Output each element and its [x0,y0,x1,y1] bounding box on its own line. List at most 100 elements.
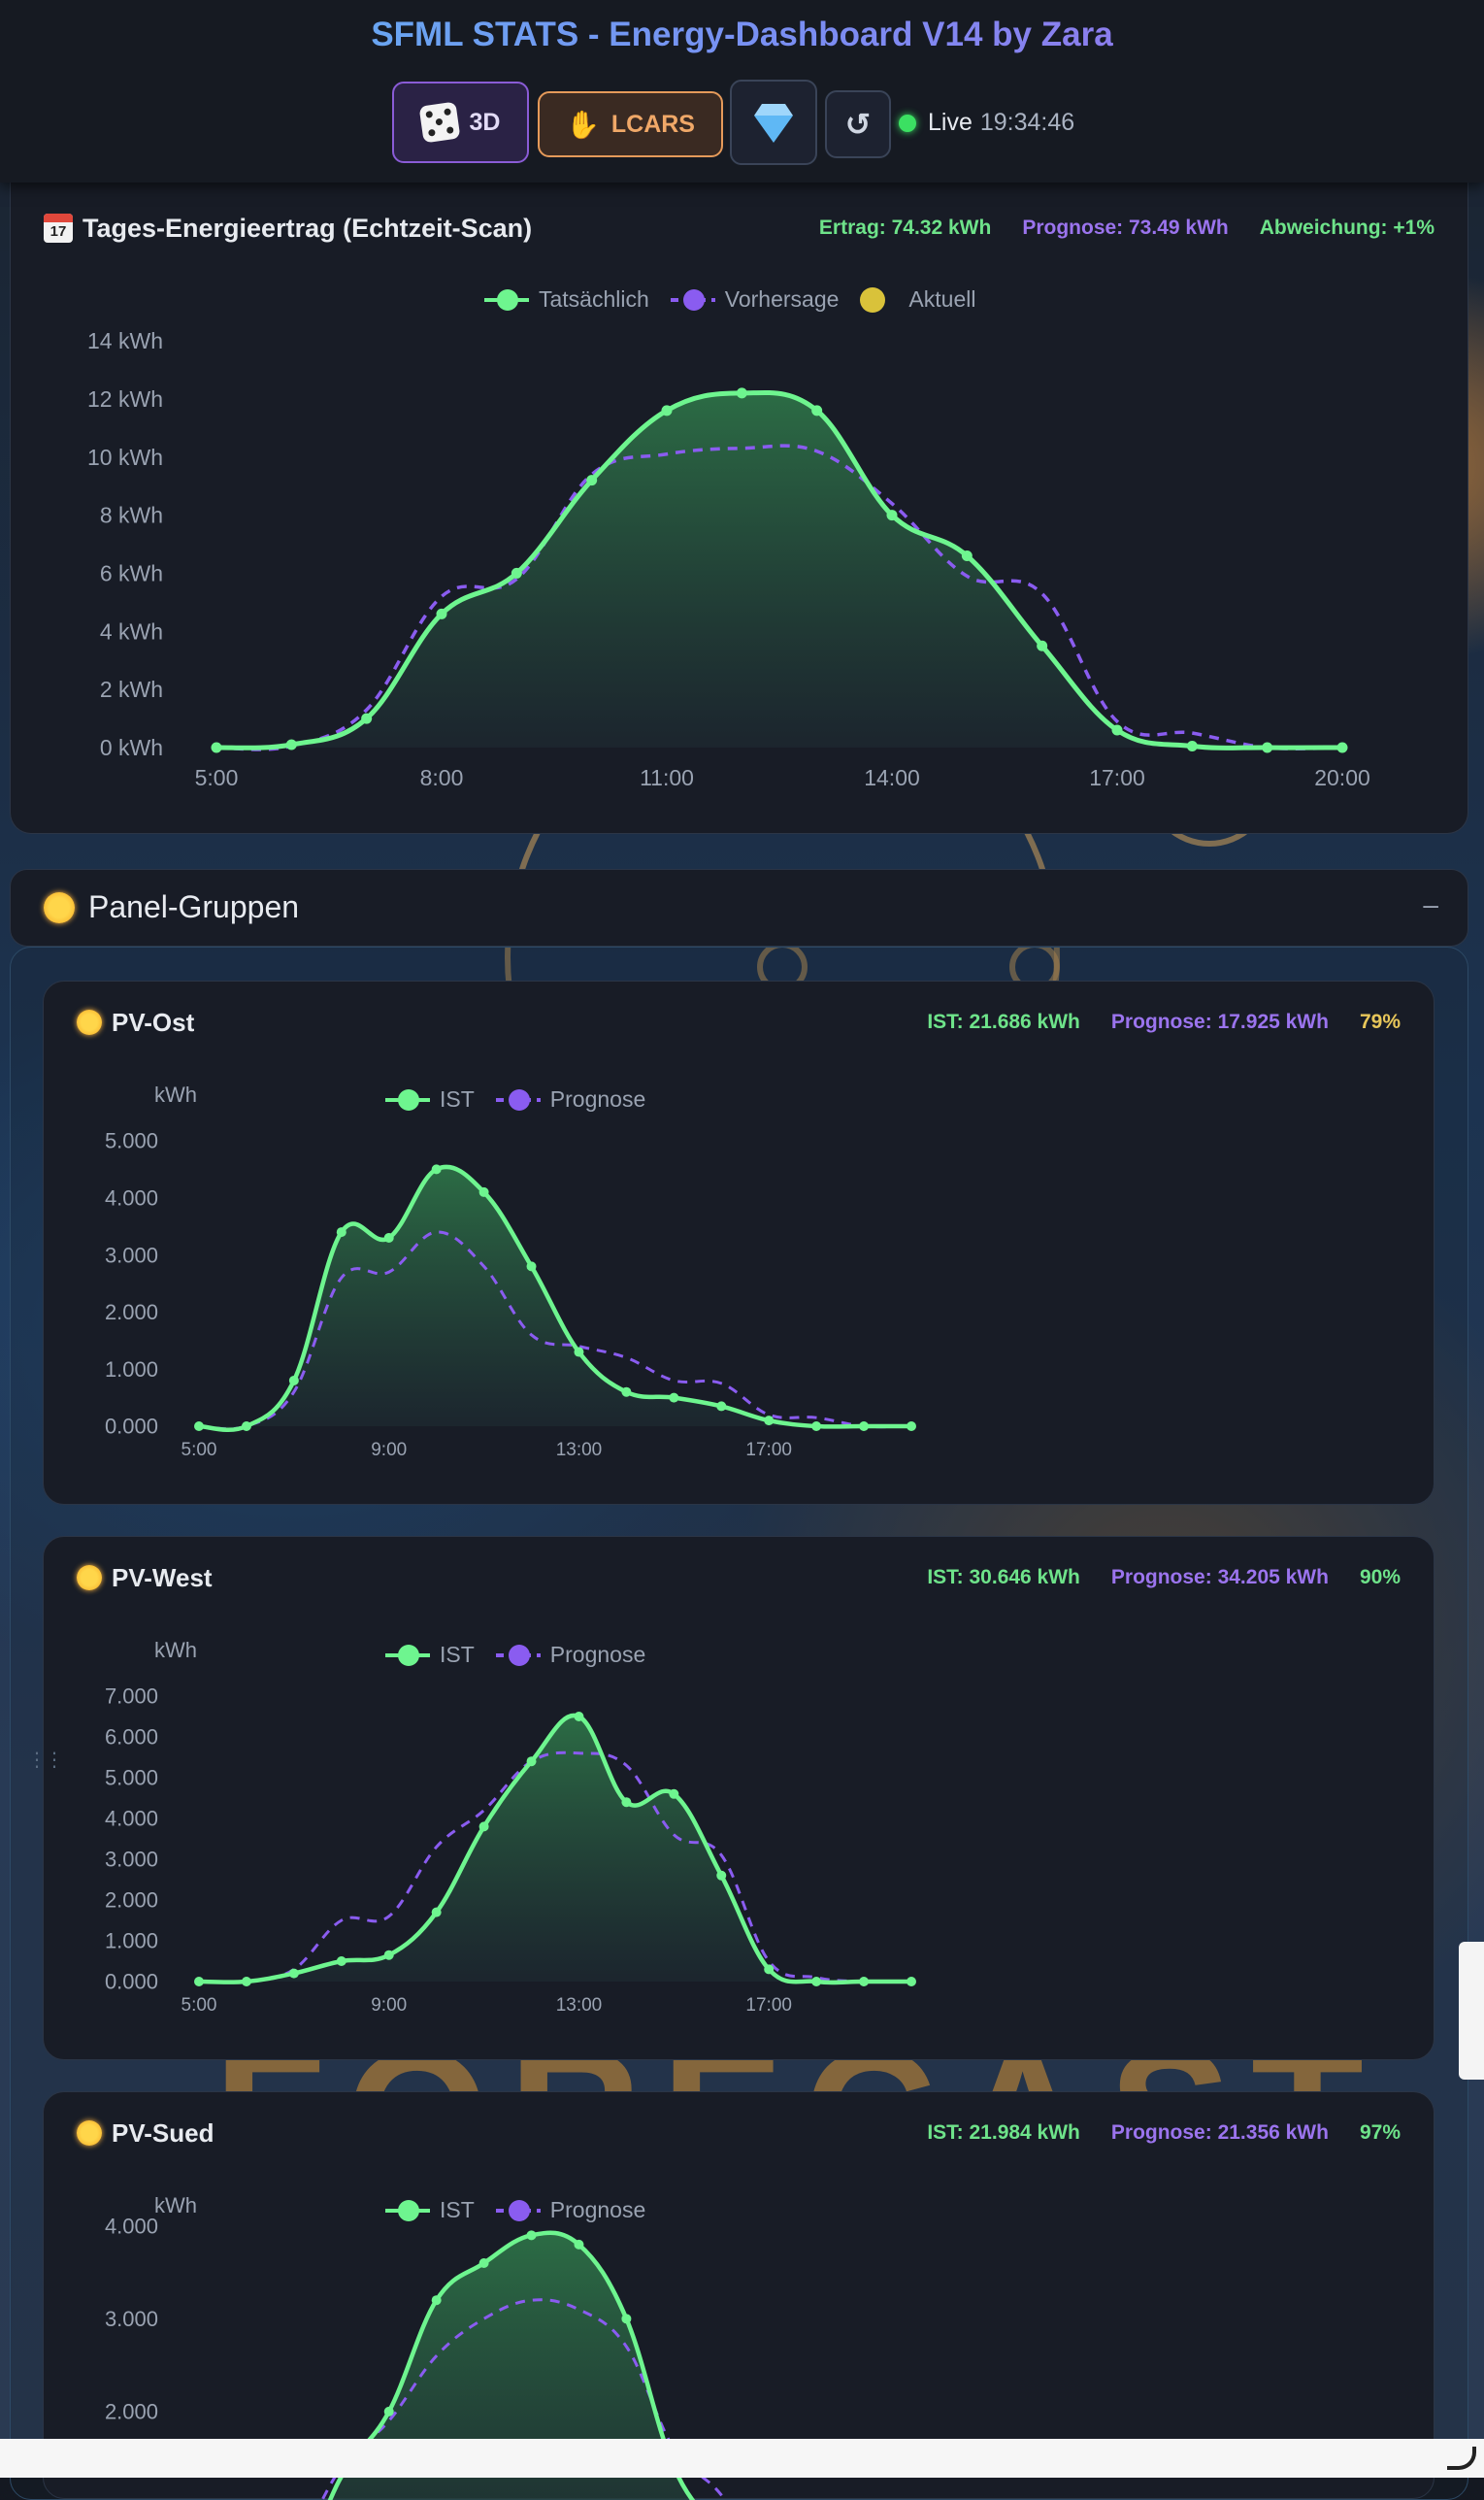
actual-data-point[interactable] [907,1421,916,1431]
3d-mode-button[interactable]: 3D [392,82,529,163]
actual-data-point[interactable] [383,2406,394,2417]
sun-icon [77,2120,102,2146]
legend-prognose-label: Prognose [549,1086,646,1112]
y-tick-label: 2.000 [105,1888,158,1913]
daily-energy-chart: 0 kWh 2 kWh 4 kWh 6 kWh 8 kWh 10 kWh 12 kWh 14 … [87,328,1370,790]
actual-data-point[interactable] [431,2295,442,2306]
actual-data-point[interactable] [669,1392,679,1403]
legend-item-prognose[interactable]: Prognose [495,1086,646,1113]
actual-data-point[interactable] [574,2239,584,2250]
actual-data-point[interactable] [1037,640,1048,651]
legend-item-ist[interactable]: IST [385,1086,475,1113]
actual-data-point[interactable] [361,713,373,724]
y-tick-label: 3.000 [105,1848,158,1872]
actual-data-point[interactable] [478,1186,489,1197]
actual-data-point[interactable] [1336,742,1348,753]
actual-data-point[interactable] [859,1977,870,1986]
y-tick-label: 4 kWh [100,618,163,644]
actual-data-point[interactable] [1186,741,1198,752]
actual-data-point[interactable] [574,1347,584,1357]
legend-item-prognose[interactable]: Prognose [495,2197,645,2223]
actual-data-point[interactable] [621,2314,632,2324]
actual-data-point[interactable] [194,1977,204,1986]
actual-data-point[interactable] [194,1421,204,1431]
actual-data-point[interactable] [907,1977,916,1986]
actual-data-point[interactable] [716,1870,727,1881]
lcars-mode-button[interactable]: ✋ LCARS [538,91,723,157]
legend-item-current[interactable]: Aktuell [860,286,975,313]
actual-data-point[interactable] [211,742,222,753]
actual-data-point[interactable] [736,387,747,399]
actual-data-point[interactable] [886,510,898,521]
actual-data-point[interactable] [431,1907,442,1917]
actual-data-point[interactable] [764,1964,775,1975]
ertrag-stat: Ertrag: 74.32 kWh [818,217,992,239]
actual-data-point[interactable] [431,1164,442,1175]
gem-icon [754,116,793,143]
actual-data-point[interactable] [336,1227,346,1238]
legend-item-prognose[interactable]: Prognose [495,1642,645,1668]
actual-data-point[interactable] [383,1232,394,1243]
actual-data-point[interactable] [621,1386,632,1397]
legend-item-ist[interactable]: IST [385,1642,475,1668]
actual-data-point[interactable] [961,550,973,561]
actual-data-point[interactable] [716,1401,727,1412]
actual-data-point[interactable] [574,1712,584,1721]
actual-data-point[interactable] [811,405,823,417]
gem-theme-button[interactable] [730,80,817,165]
actual-data-point[interactable] [859,1421,870,1431]
actual-data-point[interactable] [383,1950,394,1960]
panel-stats: IST: 21.686 kWh Prognose: 17.925 kWh 79% [927,1011,1401,1034]
actual-data-point[interactable] [478,1821,489,1832]
legend-item-forecast[interactable]: Vorhersage [670,286,839,313]
legend-item-ist[interactable]: IST [385,2197,475,2223]
actual-data-point[interactable] [811,1421,822,1431]
actual-data-point[interactable] [661,405,673,417]
actual-data-point[interactable] [811,1977,822,1986]
actual-data-point[interactable] [288,1375,299,1385]
panel-card-pv-west: PV-West IST: 30.646 kWh Prognose: 34.205… [43,1536,1435,2060]
y-tick-label: 3.000 [105,1243,158,1267]
x-tick-label: 17:00 [745,1440,792,1460]
actual-data-point[interactable] [511,567,522,579]
actual-line [327,2230,696,2500]
actual-data-point[interactable] [1111,724,1123,736]
actual-data-point[interactable] [241,1421,251,1431]
panel-name: PV-West [112,1562,213,1592]
actual-data-point[interactable] [586,475,598,486]
drag-handle-icon[interactable]: ⋮⋮ [27,1750,64,1771]
legend-item-actual[interactable]: Tatsächlich [484,286,649,313]
percent-stat: 97% [1359,2121,1401,2144]
side-tab[interactable] [1459,1942,1484,2080]
actual-data-point[interactable] [764,1416,775,1426]
actual-data-point[interactable] [436,608,447,619]
x-tick-label: 17:00 [1089,765,1145,790]
reset-button[interactable]: ↺ [825,90,891,158]
actual-data-point[interactable] [621,1797,632,1808]
resize-corner-icon[interactable] [1447,2447,1476,2470]
actual-data-point[interactable] [285,739,297,750]
y-tick-label: 1.000 [105,1929,158,1953]
y-tick-label: 5.000 [105,1766,158,1790]
legend-ist-marker [385,1644,430,1666]
panel-card-pv-ost: PV-Ost IST: 21.686 kWh Prognose: 17.925 … [43,981,1435,1505]
actual-data-point[interactable] [526,1756,537,1767]
actual-data-point[interactable] [526,2230,537,2241]
actual-data-point[interactable] [336,1956,346,1966]
actual-data-point[interactable] [526,1261,537,1272]
panel-groups-header[interactable]: Panel-Gruppen – [10,869,1468,947]
actual-data-point[interactable] [288,1968,299,1979]
abweichung-stat: Abweichung: +1% [1259,217,1435,239]
collapse-toggle[interactable]: – [1423,889,1438,919]
panel-chart-legend: IST Prognose [385,2197,645,2223]
y-tick-label: 10 kWh [87,445,163,470]
prognose-stat: Prognose: 17.925 kWh [1110,1011,1329,1033]
actual-data-point[interactable] [1262,742,1273,753]
x-tick-label: 8:00 [420,765,464,790]
y-tick-label: 2.000 [105,2400,158,2424]
actual-data-point[interactable] [241,1977,251,1986]
calendar-icon: 17 [44,214,73,243]
actual-data-point[interactable] [478,2258,489,2268]
actual-data-point[interactable] [669,1788,679,1799]
y-axis-unit: kWh [154,2193,197,2217]
